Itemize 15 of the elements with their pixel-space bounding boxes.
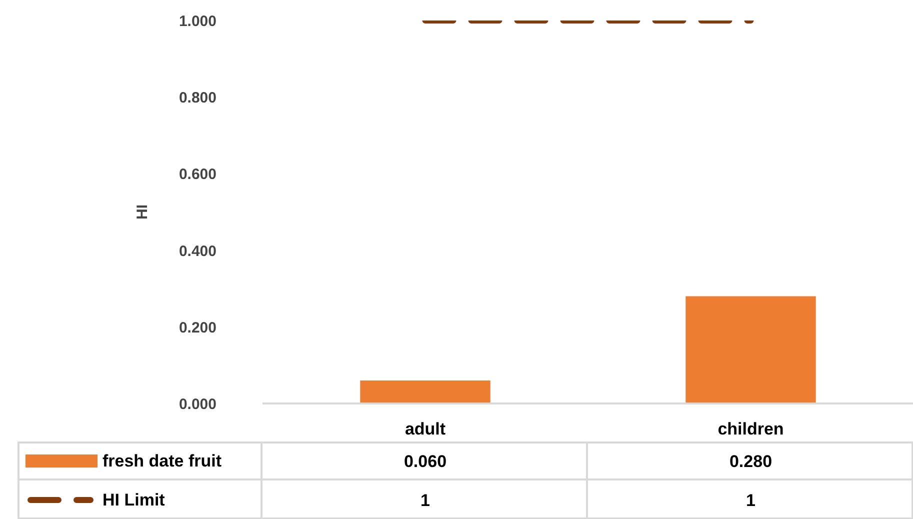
legend-label: fresh date fruit bbox=[102, 452, 222, 470]
data-label: 1 bbox=[746, 491, 756, 510]
data-label: 0.280 bbox=[729, 452, 772, 471]
data-label: 0.060 bbox=[404, 452, 447, 471]
data-label: 1 bbox=[420, 491, 430, 510]
y-tick-label: 0.600 bbox=[178, 166, 217, 184]
y-tick-label: 1.000 bbox=[178, 13, 217, 30]
y-tick-label: 0.200 bbox=[178, 319, 217, 336]
legend-label: HI Limit bbox=[102, 490, 166, 510]
y-tick-label: 0.800 bbox=[178, 90, 217, 107]
y-axis-title: HI bbox=[134, 204, 151, 220]
x-tick-label: children bbox=[718, 420, 784, 438]
x-tick-label: adult bbox=[404, 420, 446, 438]
y-tick-label: 0.400 bbox=[178, 242, 217, 260]
y-tick-label: 0.000 bbox=[178, 396, 217, 413]
